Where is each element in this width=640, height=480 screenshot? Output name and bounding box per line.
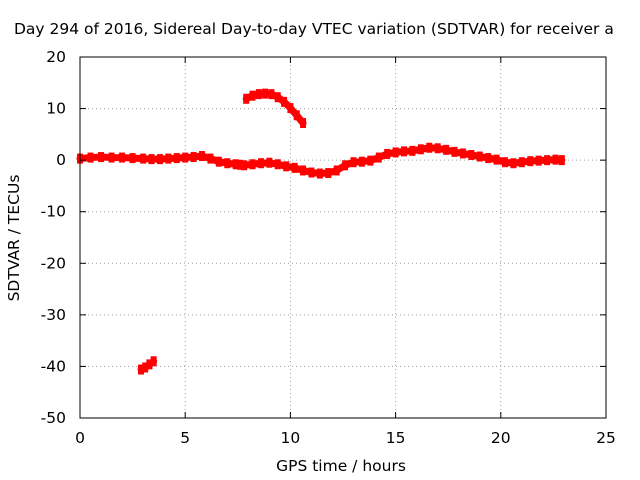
data-point bbox=[156, 154, 163, 165]
series-low-segment bbox=[137, 356, 158, 375]
data-point bbox=[243, 93, 250, 104]
data-point bbox=[148, 154, 155, 165]
data-point bbox=[426, 142, 433, 153]
data-point bbox=[224, 158, 231, 169]
axis-ticks: 0 5 10 15 20 25 20 10 0 -10 -20 -30 -40 -50 bbox=[41, 48, 616, 447]
data-point bbox=[350, 157, 357, 168]
series-upper-arc bbox=[242, 88, 307, 129]
x-tick-label: 20 bbox=[491, 429, 511, 447]
data-point bbox=[518, 157, 525, 168]
data-point bbox=[281, 96, 288, 107]
data-point bbox=[300, 165, 307, 176]
data-point bbox=[468, 149, 475, 160]
data-point bbox=[274, 92, 281, 103]
data-point bbox=[510, 158, 517, 169]
data-point bbox=[527, 156, 534, 167]
data-point bbox=[173, 153, 180, 164]
data-point bbox=[417, 144, 424, 155]
y-tick-label: -30 bbox=[41, 306, 66, 324]
data-point bbox=[119, 152, 126, 163]
data-point bbox=[142, 362, 149, 373]
y-tick-label: -20 bbox=[41, 254, 66, 272]
data-point bbox=[255, 89, 262, 100]
data-point bbox=[476, 151, 483, 162]
y-tick-label: 20 bbox=[46, 48, 66, 66]
data-point bbox=[283, 161, 290, 172]
data-point bbox=[108, 152, 115, 163]
data-point bbox=[249, 159, 256, 170]
data-point bbox=[268, 89, 275, 100]
data-point bbox=[367, 155, 374, 166]
x-tick-label: 5 bbox=[180, 429, 190, 447]
x-axis-label: GPS time / hours bbox=[276, 457, 406, 475]
data-point bbox=[401, 146, 408, 157]
x-tick-label: 25 bbox=[596, 429, 616, 447]
data-point bbox=[535, 155, 542, 166]
data-point bbox=[266, 157, 273, 168]
y-axis-label: SDTVAR / TECUs bbox=[5, 175, 23, 302]
data-point bbox=[485, 153, 492, 164]
data-point bbox=[165, 153, 172, 164]
data-point bbox=[129, 153, 136, 164]
data-point bbox=[215, 156, 222, 167]
data-point bbox=[358, 156, 365, 167]
data-point bbox=[236, 159, 243, 170]
data-point bbox=[182, 152, 189, 163]
data-point bbox=[502, 157, 509, 168]
data-point bbox=[232, 159, 239, 170]
data-point bbox=[146, 359, 153, 370]
data-point bbox=[325, 168, 332, 179]
series-trace bbox=[242, 90, 307, 127]
y-tick-label: -50 bbox=[41, 409, 66, 427]
data-point bbox=[291, 162, 298, 173]
y-tick-label: 0 bbox=[56, 151, 66, 169]
data-point bbox=[342, 160, 349, 171]
data-point bbox=[138, 364, 145, 375]
data-point bbox=[443, 144, 450, 155]
data-point bbox=[257, 158, 264, 169]
x-tick-label: 10 bbox=[281, 429, 301, 447]
data-point bbox=[207, 153, 214, 164]
data-point bbox=[87, 152, 94, 163]
data-point bbox=[262, 88, 269, 99]
data-point bbox=[293, 110, 300, 121]
data-point bbox=[287, 103, 294, 114]
data-point bbox=[459, 148, 466, 159]
data-point bbox=[392, 147, 399, 158]
x-tick-label: 15 bbox=[386, 429, 406, 447]
data-point bbox=[333, 165, 340, 176]
plot-frame bbox=[79, 56, 607, 419]
data-point bbox=[384, 148, 391, 159]
data-point bbox=[434, 143, 441, 154]
data-point bbox=[98, 152, 105, 163]
data-point bbox=[199, 151, 206, 162]
grid-lines bbox=[80, 57, 606, 418]
data-point bbox=[150, 356, 157, 367]
data-point bbox=[308, 167, 315, 178]
data-point bbox=[451, 146, 458, 157]
data-point bbox=[300, 118, 307, 129]
data-point bbox=[375, 152, 382, 163]
data-point bbox=[409, 145, 416, 156]
data-point bbox=[274, 159, 281, 170]
data-point bbox=[558, 155, 565, 166]
series-trace bbox=[76, 144, 566, 178]
y-tick-label: -10 bbox=[41, 203, 66, 221]
chart-title: Day 294 of 2016, Sidereal Day-to-day VTE… bbox=[14, 20, 614, 38]
data-point bbox=[552, 154, 559, 165]
data-point bbox=[190, 152, 197, 163]
x-tick-label: 0 bbox=[75, 429, 85, 447]
y-tick-label: 10 bbox=[46, 100, 66, 118]
data-point bbox=[241, 160, 248, 171]
y-tick-label: -40 bbox=[41, 357, 66, 375]
data-point bbox=[316, 168, 323, 179]
data-point bbox=[140, 153, 147, 164]
data-point bbox=[544, 155, 551, 166]
data-point bbox=[493, 154, 500, 165]
data-point bbox=[249, 90, 256, 101]
